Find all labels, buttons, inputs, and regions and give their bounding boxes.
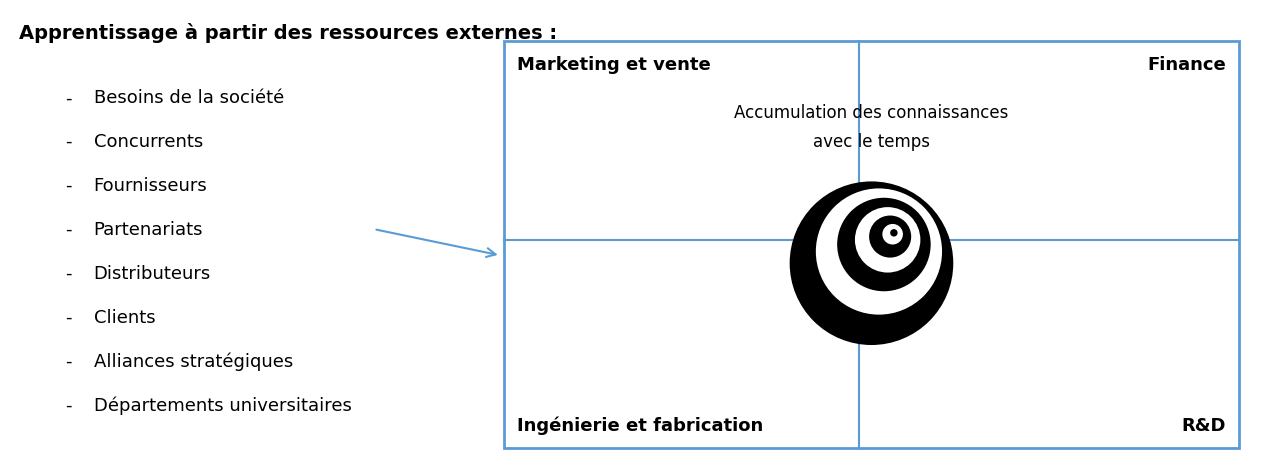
Text: Accumulation des connaissances: Accumulation des connaissances	[734, 104, 1008, 122]
Text: Départements universitaires: Départements universitaires	[94, 396, 352, 414]
Text: Marketing et vente: Marketing et vente	[517, 56, 710, 74]
Text: -: -	[66, 396, 72, 414]
Ellipse shape	[855, 208, 921, 273]
Text: Partenariats: Partenariats	[94, 220, 203, 238]
Text: R&D: R&D	[1181, 416, 1226, 434]
Bar	[504, 42, 1238, 448]
Text: Fournisseurs: Fournisseurs	[94, 177, 207, 195]
Ellipse shape	[883, 225, 903, 245]
Ellipse shape	[815, 189, 942, 315]
Text: Apprentissage à partir des ressources externes :: Apprentissage à partir des ressources ex…	[19, 23, 558, 43]
Text: avec le temps: avec le temps	[813, 132, 930, 150]
Text: Besoins de la société: Besoins de la société	[94, 89, 284, 107]
Text: -: -	[66, 220, 72, 238]
Ellipse shape	[869, 216, 911, 258]
Text: -: -	[66, 265, 72, 282]
Text: -: -	[66, 308, 72, 326]
Text: Clients: Clients	[94, 308, 155, 326]
Ellipse shape	[837, 198, 931, 292]
Ellipse shape	[890, 229, 898, 237]
Text: -: -	[66, 89, 72, 107]
Ellipse shape	[790, 182, 954, 345]
Text: Alliances stratégiques: Alliances stratégiques	[94, 352, 293, 370]
Text: Concurrents: Concurrents	[94, 133, 203, 151]
Text: Ingénierie et fabrication: Ingénierie et fabrication	[517, 416, 763, 434]
Text: Finance: Finance	[1147, 56, 1226, 74]
Text: -: -	[66, 352, 72, 370]
Text: -: -	[66, 133, 72, 151]
Text: -: -	[66, 177, 72, 195]
Text: Distributeurs: Distributeurs	[94, 265, 211, 282]
